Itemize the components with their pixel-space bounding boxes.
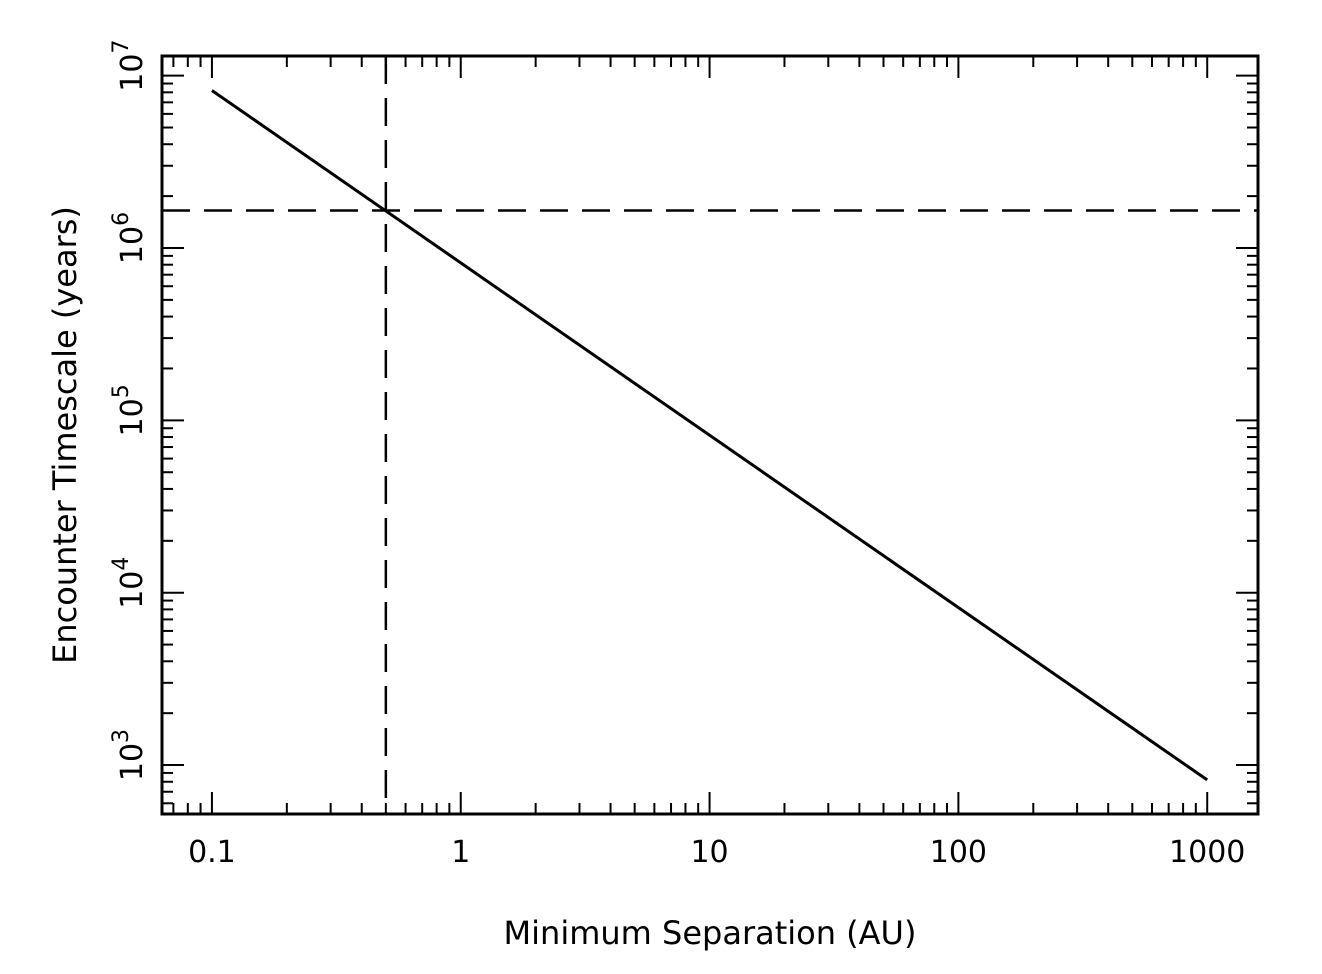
y-axis-label: Encounter Timescale (years)	[46, 206, 84, 664]
x-tick-label: 0.1	[188, 835, 236, 870]
axis-ticks	[162, 56, 1258, 814]
y-tick-label: 105	[109, 384, 150, 436]
x-tick-label: 1000	[1169, 835, 1245, 870]
x-tick-label: 100	[930, 835, 987, 870]
x-tick-label: 10	[690, 835, 728, 870]
x-axis-label: Minimum Separation (AU)	[504, 914, 917, 952]
series-line-1	[211, 89, 1209, 782]
y-tick-label: 104	[109, 557, 150, 609]
y-tick-label: 106	[109, 212, 150, 264]
axis-tick-labels: 0.1 1 10 100 1000 103 104 105 106 107	[109, 40, 1245, 870]
y-tick-label: 107	[109, 40, 150, 92]
plot-content	[162, 56, 1258, 814]
y-tick-label: 103	[109, 729, 150, 781]
x-tick-label: 1	[451, 835, 470, 870]
